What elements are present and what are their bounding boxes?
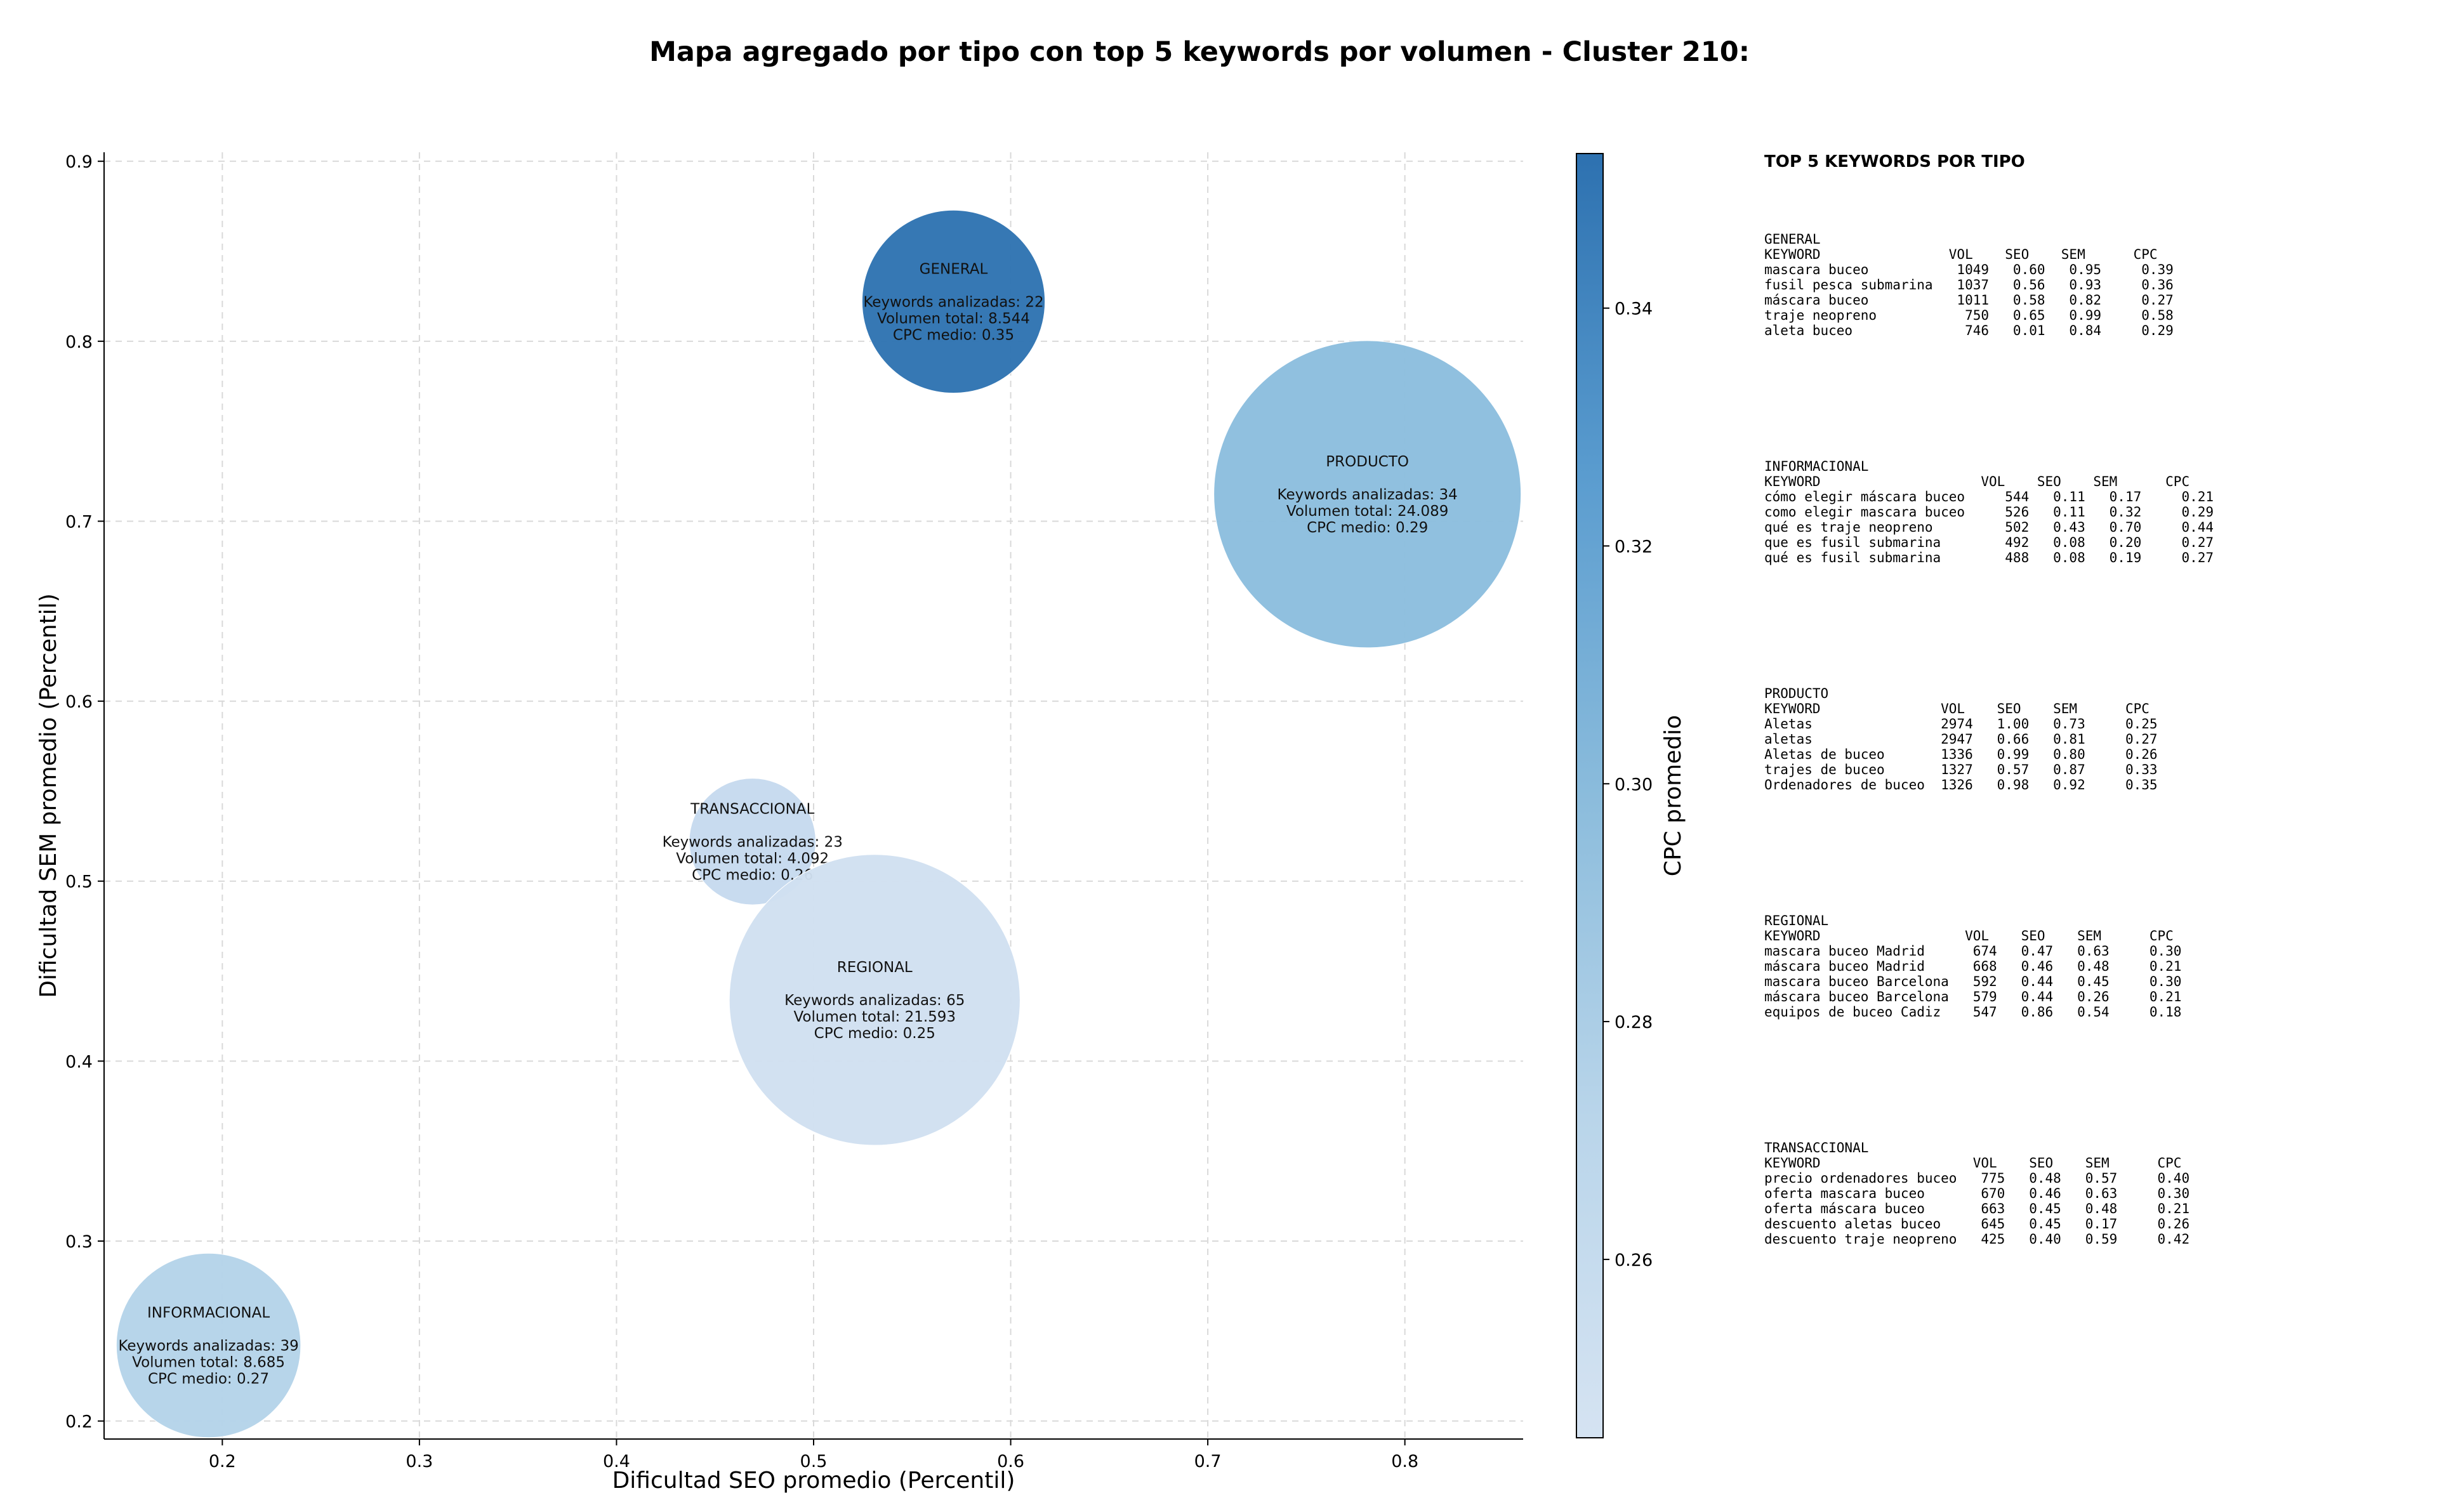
colorbar-tick-label: 0.32 [1615,537,1653,556]
x-tick-label: 0.5 [800,1452,828,1471]
bubble-label-line: TRANSACCIONAL [690,801,814,817]
bubble-label-line: Keywords analizadas: 23 [663,834,843,850]
keyword-table-informacional: INFORMACIONAL KEYWORD VOL SEO SEM CPC có… [1764,459,2214,565]
x-tick-label: 0.3 [406,1452,433,1471]
colorbar-tick-label: 0.34 [1615,299,1653,319]
bubble-circle [861,209,1046,394]
bubble-circle [116,1252,301,1438]
bubble-label-line: CPC medio: 0.29 [1307,520,1428,536]
bubble-label-line: CPC medio: 0.27 [148,1371,269,1388]
bubble-label-line: Keywords analizadas: 39 [118,1338,298,1355]
x-tick-label: 0.4 [603,1452,630,1471]
y-tick-label: 0.2 [65,1412,93,1432]
y-tick-label: 0.4 [65,1052,93,1072]
bubble-circle [689,778,816,905]
bubble-informacional: INFORMACIONAL Keywords analizadas: 39Volu… [116,1252,301,1438]
keyword-table-producto: PRODUCTO KEYWORD VOL SEO SEM CPC Aletas … [1764,686,2158,792]
x-tick-label: 0.2 [209,1452,236,1471]
colorbar-tick-label: 0.30 [1615,775,1653,794]
y-tick-label: 0.8 [65,332,93,352]
y-axis-label: Dificultad SEM promedio (Percentil) [36,593,62,998]
keyword-table-general: GENERAL KEYWORD VOL SEO SEM CPC mascara … [1764,232,2174,338]
keywords-panel-heading: TOP 5 KEYWORDS POR TIPO [1764,152,2025,171]
colorbar: 0.26 0.28 0.30 0.32 0.34 CPC promedio [1576,153,1686,1438]
keywords-panel: TOP 5 KEYWORDS POR TIPO GENERAL KEYWORD … [1764,152,2399,1247]
x-axis-label: Dificultad SEO promedio (Percentil) [612,1468,1015,1494]
x-tick-label: 0.6 [997,1452,1024,1471]
colorbar-tick-label: 0.26 [1615,1251,1653,1270]
y-tick-label: 0.5 [65,872,93,892]
bubble-label-line: Volumen total: 8.544 [877,310,1030,327]
y-tick-label: 0.6 [65,692,93,712]
bubble-transaccional: TRANSACCIONAL Keywords analizadas: 23Volu… [663,778,843,905]
bubble-label-line: REGIONAL [837,959,913,976]
chart-title: Mapa agregado por tipo con top 5 keyword… [649,36,1750,68]
bubble-circle [729,854,1020,1146]
x-tick-label: 0.8 [1391,1452,1418,1471]
bubble-label-line: INFORMACIONAL [147,1305,270,1322]
y-tick-label: 0.9 [65,152,93,172]
keyword-table-transaccional: TRANSACCIONAL KEYWORD VOL SEO SEM CPC pr… [1764,1140,2190,1247]
y-tick-label: 0.3 [65,1232,93,1252]
grid [104,152,1523,1439]
bubble-label-line: PRODUCTO [1326,454,1409,470]
bubble-label-line: Volumen total: 8.685 [132,1355,285,1371]
colorbar-tick-label: 0.28 [1615,1013,1653,1032]
colorbar-label: CPC promedio [1660,715,1686,876]
bubble-label-line: CPC medio: 0.35 [893,327,1014,343]
bubble-label-line: Keywords analizadas: 22 [863,294,1043,310]
bubble-circle [1213,340,1522,648]
axes: 0.2 0.3 0.4 0.5 0.6 0.7 0.8 0.2 0.3 0.4 0.5 0.6 0.7 0… [65,152,1523,1471]
bubble-label-line: Keywords analizadas: 34 [1278,487,1458,503]
bubble-label-line: Volumen total: 24.089 [1286,503,1449,520]
x-tick-label: 0.7 [1194,1452,1222,1471]
bubble-label-line: Volumen total: 4.092 [676,850,829,867]
bubble-label-line: CPC medio: 0.25 [814,1025,935,1042]
y-tick-label: 0.7 [65,512,93,532]
keyword-table-regional: REGIONAL KEYWORD VOL SEO SEM CPC mascara… [1764,913,2182,1020]
bubble-label-line: Keywords analizadas: 65 [784,992,965,1009]
bubble-label-line: Volumen total: 21.593 [793,1009,956,1025]
bubble-label-line: GENERAL [920,261,988,277]
colorbar-gradient [1576,153,1604,1438]
